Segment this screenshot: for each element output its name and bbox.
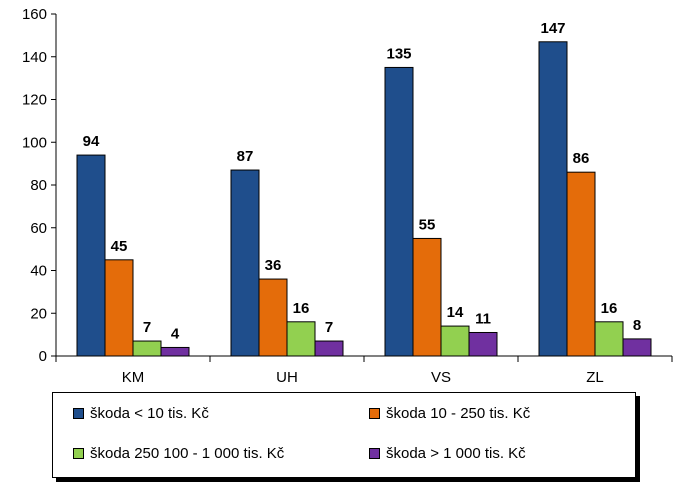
x-tick-label: UH [276, 369, 298, 386]
y-axis: 0 20 40 60 80 100 120 140 160 [22, 6, 57, 365]
bar [132, 340, 162, 357]
bar-value-label: 36 [265, 257, 282, 274]
bar [538, 41, 568, 357]
legend-swatch-series-3 [73, 448, 84, 459]
bar-value-label: 45 [111, 238, 128, 255]
y-tick-label: 40 [30, 263, 47, 280]
y-tick-label: 20 [30, 305, 47, 322]
bar [412, 237, 442, 357]
bar [384, 66, 414, 357]
y-tick-label: 120 [22, 92, 47, 109]
bar [314, 340, 344, 357]
bar [160, 346, 190, 357]
y-tick-label: 60 [30, 220, 47, 237]
legend-swatch-series-2 [369, 408, 380, 419]
bar-value-label: 94 [83, 133, 100, 150]
legend-item-series-3: škoda 250 100 - 1 000 tis. Kč [73, 445, 284, 462]
bar-value-label: 7 [143, 319, 151, 336]
bar-value-label: 8 [633, 317, 641, 334]
legend-item-series-2: škoda 10 - 250 tis. Kč [369, 405, 530, 422]
x-tick-label: VS [431, 369, 451, 386]
bar-value-label: 16 [601, 300, 618, 317]
y-tick-label: 0 [39, 348, 47, 365]
bar-value-label: 135 [386, 45, 411, 62]
bar [566, 171, 596, 357]
bar-value-label: 11 [475, 310, 491, 327]
y-tick-label: 100 [22, 134, 47, 151]
bar-value-label: 87 [237, 148, 254, 165]
x-tick-label: ZL [586, 369, 604, 386]
x-axis: KM UH VS ZL [55, 355, 673, 386]
bar-value-label: 86 [573, 150, 590, 167]
x-tick-label: KM [122, 369, 145, 386]
bar [286, 321, 316, 357]
bars [76, 41, 652, 357]
bar-value-label: 147 [540, 20, 565, 37]
legend-label-series-4: škoda > 1 000 tis. Kč [386, 445, 526, 462]
legend-label-series-1: škoda < 10 tis. Kč [90, 405, 209, 422]
bar [594, 321, 624, 357]
y-tick-label: 80 [30, 177, 47, 194]
bar [76, 154, 106, 357]
bar [258, 278, 288, 357]
legend-label-series-3: škoda 250 100 - 1 000 tis. Kč [90, 445, 285, 462]
legend-label-series-2: škoda 10 - 250 tis. Kč [386, 405, 531, 422]
data-labels: 94 45 7 4 87 36 16 7 135 55 14 11 147 86 16 8 [83, 20, 642, 343]
y-tick-label: 160 [22, 6, 47, 23]
bar-value-label: 4 [171, 325, 180, 342]
legend-item-series-1: škoda < 10 tis. Kč [73, 405, 209, 422]
legend-swatch-series-1 [73, 408, 84, 419]
legend-item-series-4: škoda > 1 000 tis. Kč [369, 445, 526, 462]
bar-value-label: 55 [419, 216, 436, 233]
legend: škoda < 10 tis. Kč škoda 10 - 250 tis. K… [52, 392, 636, 478]
y-tick-label: 140 [22, 49, 47, 66]
bar-value-label: 14 [447, 304, 464, 321]
bar [468, 331, 498, 357]
legend-swatch-series-4 [369, 448, 380, 459]
bar [230, 169, 260, 357]
bar-value-label: 7 [325, 319, 333, 336]
bar [622, 338, 652, 357]
bar-value-label: 16 [293, 300, 310, 317]
bar [440, 325, 470, 357]
bar [104, 259, 134, 357]
